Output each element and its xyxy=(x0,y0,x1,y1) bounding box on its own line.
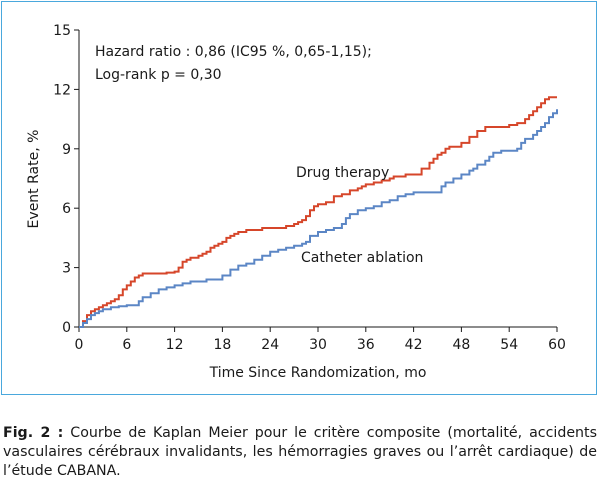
y-axis: 0 3 6 9 12 15 xyxy=(53,23,80,336)
x-tick-label: 6 xyxy=(122,337,131,353)
x-tick-label: 36 xyxy=(357,337,375,353)
hazard-ratio-annotation: Hazard ratio : 0,86 (IC95 %, 0,65-1,15); xyxy=(95,44,372,60)
caption-text: Courbe de Kaplan Meier pour le critère c… xyxy=(3,425,597,479)
x-axis-label: Time Since Randomization, mo xyxy=(209,365,427,381)
x-tick-label: 18 xyxy=(213,337,231,353)
x-tick-label: 60 xyxy=(548,337,566,353)
y-axis-label: Event Rate, % xyxy=(26,130,42,229)
x-axis: 0 6 12 18 24 30 36 42 48 54 60 xyxy=(75,326,566,353)
y-tick-label: 0 xyxy=(62,320,71,336)
y-tick-label: 6 xyxy=(62,201,71,217)
x-tick-label: 48 xyxy=(452,337,470,353)
figure-caption: Fig. 2 : Courbe de Kaplan Meier pour le … xyxy=(3,424,597,481)
x-tick-label: 54 xyxy=(500,337,518,353)
x-tick-label: 12 xyxy=(166,337,184,353)
x-tick-label: 30 xyxy=(309,337,327,353)
y-tick-label: 12 xyxy=(53,82,71,98)
series-label-catheter-ablation: Catheter ablation xyxy=(301,250,423,266)
figure-frame xyxy=(1,1,597,395)
series-line-drug-therapy xyxy=(79,96,557,328)
y-tick-label: 15 xyxy=(53,23,71,39)
x-tick-label: 0 xyxy=(75,337,84,353)
y-tick-label: 3 xyxy=(62,261,71,277)
y-tick-label: 9 xyxy=(62,142,71,158)
x-tick-label: 24 xyxy=(261,337,279,353)
x-tick-label: 42 xyxy=(405,337,423,353)
caption-label: Fig. 2 : xyxy=(3,425,64,441)
series-line-catheter-ablation xyxy=(79,109,558,328)
series-label-drug-therapy: Drug therapy xyxy=(296,165,389,181)
log-rank-annotation: Log-rank p = 0,30 xyxy=(95,67,222,83)
